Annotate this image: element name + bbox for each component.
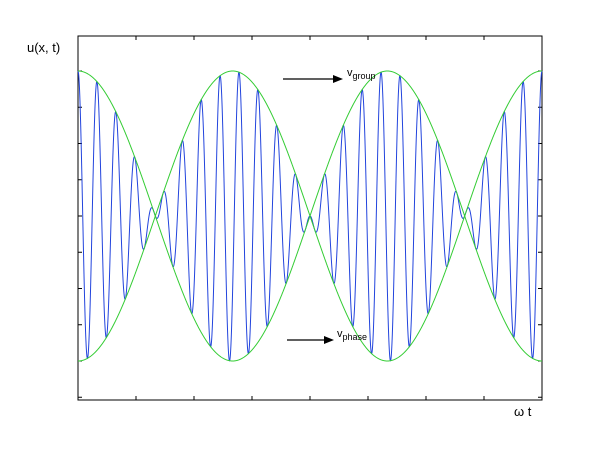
envelope-lower-line: [78, 70, 542, 362]
x-axis-label: ω t: [514, 404, 532, 419]
group-velocity-arrow: [283, 75, 343, 83]
v-group-label: vgroup: [347, 67, 376, 82]
y-axis-label: u(x, t): [27, 40, 61, 55]
v-phase-label: vphase: [337, 328, 368, 343]
phase-velocity-arrow: [287, 336, 334, 344]
plot-frame: [77, 35, 543, 401]
axis-ticks: [77, 36, 543, 400]
